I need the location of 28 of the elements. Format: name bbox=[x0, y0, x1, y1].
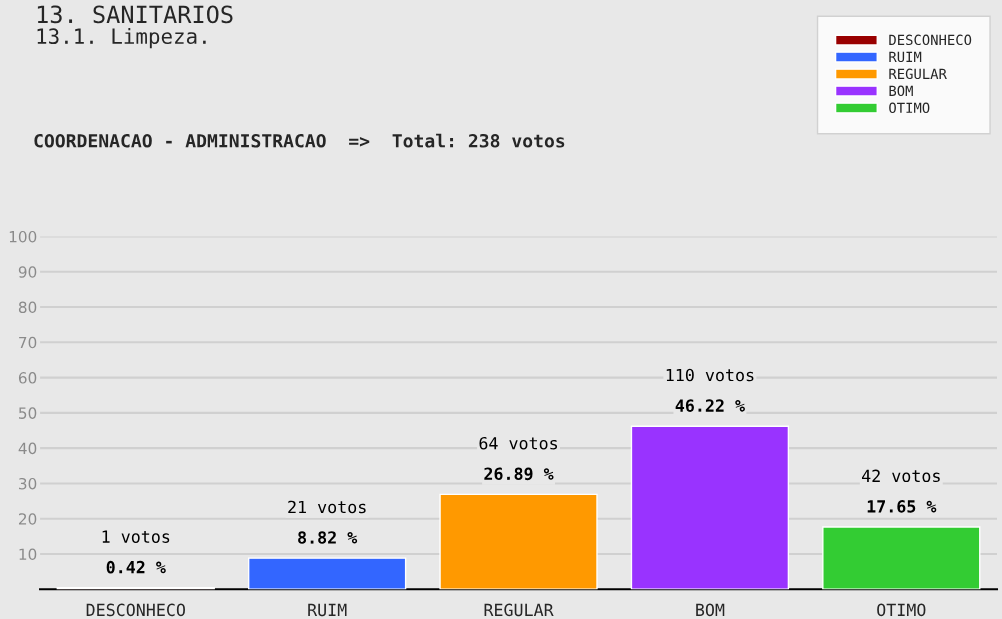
x-tick-label: BOM bbox=[696, 603, 725, 617]
legend-label: OTIMO bbox=[889, 102, 930, 114]
x-tick-label: OTIMO bbox=[877, 603, 926, 617]
legend-label: DESCONHECO bbox=[889, 34, 972, 46]
data-label: 110 votos 46.22 % bbox=[666, 368, 754, 412]
y-tick-label: 40 bbox=[18, 442, 37, 455]
legend-label: BOM bbox=[889, 85, 913, 97]
legend-label: REGULAR bbox=[889, 68, 947, 80]
y-tick-label: 80 bbox=[18, 301, 37, 314]
x-tick-label: REGULAR bbox=[484, 603, 554, 617]
data-label: 42 votos 17.65 % bbox=[861, 469, 940, 513]
chart-subtitle: 13.1. Limpeza. bbox=[37, 27, 206, 49]
y-tick-label: 10 bbox=[19, 548, 37, 561]
legend-label: RUIM bbox=[889, 51, 922, 63]
x-tick-label: RUIM bbox=[308, 603, 347, 617]
chart-title: 13. SANITARIOS bbox=[37, 5, 233, 24]
y-tick-label: 50 bbox=[19, 407, 37, 419]
y-tick-label: 60 bbox=[18, 372, 37, 384]
x-tick-label: DESCONHECO bbox=[86, 603, 185, 617]
data-label: 1 votos 0.42 % bbox=[102, 530, 170, 574]
text: COORDENACAO - ADMINISTRACAO => Total: 238 votos bbox=[34, 133, 565, 148]
y-tick-label: 20 bbox=[18, 513, 37, 525]
data-label: 21 votos 8.82 % bbox=[288, 500, 366, 544]
data-label: 64 votos 26.89 % bbox=[479, 436, 558, 481]
y-tick-label: 70 bbox=[19, 336, 37, 349]
y-tick-label: 100 bbox=[9, 230, 37, 243]
y-tick-label: 30 bbox=[19, 477, 37, 490]
y-tick-label: 90 bbox=[18, 266, 37, 278]
